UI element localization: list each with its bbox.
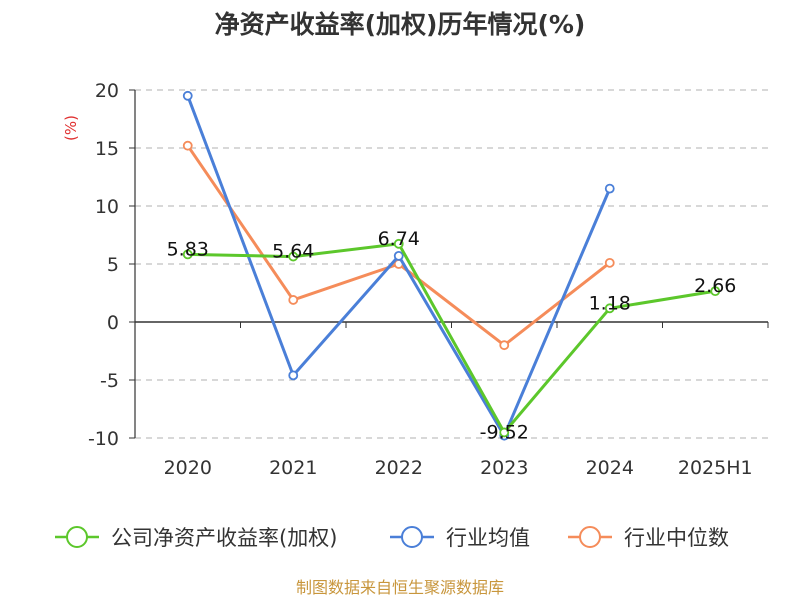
y-tick-label: -5 — [100, 370, 119, 392]
x-tick-label: 2020 — [164, 457, 212, 479]
data-label: -9.52 — [480, 421, 529, 443]
legend: 公司净资产收益率(加权) 行业均值 行业中位数 — [55, 526, 729, 550]
legend-label: 公司净资产收益率(加权) — [111, 526, 337, 550]
data-labels: 5.83 5.64 6.74 -9.52 1.18 2.66 — [167, 228, 737, 444]
y-tick-label: -10 — [88, 428, 119, 450]
y-tick-label: 0 — [107, 312, 119, 334]
legend-marker — [401, 526, 423, 548]
data-point — [604, 183, 615, 194]
data-point — [393, 238, 404, 249]
data-point — [182, 140, 193, 151]
data-point — [393, 250, 404, 261]
x-tick-label: 2024 — [586, 457, 634, 479]
x-tick-label: 2022 — [375, 457, 423, 479]
y-tick-label: 10 — [95, 196, 119, 218]
series-layer — [182, 90, 721, 441]
data-point — [182, 90, 193, 101]
source-note: 制图数据来自恒生聚源数据库 — [296, 578, 504, 597]
legend-marker — [66, 526, 88, 548]
data-label: 1.18 — [589, 292, 631, 314]
data-point — [499, 340, 510, 351]
series-line — [187, 242, 716, 434]
data-label: 5.83 — [167, 238, 209, 260]
chart-title: 净资产收益率(加权)历年情况(%) — [215, 10, 586, 39]
data-point — [604, 303, 615, 314]
data-point — [710, 286, 721, 297]
data-label: 2.66 — [694, 275, 736, 297]
legend-label: 行业均值 — [446, 526, 530, 550]
y-tick-label: 15 — [95, 138, 119, 160]
x-tick-label: 2021 — [269, 457, 317, 479]
data-label: 5.64 — [272, 241, 314, 263]
legend-marker — [579, 526, 601, 548]
data-point — [288, 295, 299, 305]
data-point — [604, 257, 615, 268]
data-point — [288, 251, 299, 262]
y-axis-label: (%) — [62, 115, 80, 141]
legend-label: 行业中位数 — [624, 526, 729, 550]
y-tick-label: 5 — [107, 254, 119, 276]
x-tick-label: 2023 — [480, 457, 528, 479]
x-tick-label: 2025H1 — [678, 457, 753, 479]
data-point — [288, 370, 299, 381]
data-label: 6.74 — [378, 228, 420, 250]
grid-lines — [135, 89, 768, 439]
data-point — [182, 249, 193, 260]
data-point — [499, 427, 510, 438]
axes: 20 15 10 5 0 -5 -10 2020 2021 2022 2023 2024 2025H1 — [88, 80, 769, 479]
y-tick-label: 20 — [95, 80, 119, 102]
